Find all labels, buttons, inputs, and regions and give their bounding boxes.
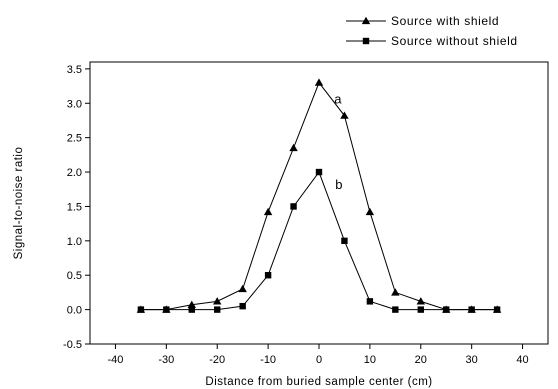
legend-entry: Source without shield: [346, 34, 518, 48]
data-point: [214, 306, 221, 313]
y-tick-label: 3.5: [67, 64, 82, 76]
x-tick-label: -40: [107, 354, 123, 366]
series-with-shield: [136, 78, 502, 313]
legend-label: Source without shield: [391, 34, 518, 48]
data-point: [187, 300, 196, 308]
legend-marker: [361, 16, 371, 25]
annotations: ab: [334, 91, 342, 192]
data-point: [391, 288, 400, 296]
data-point: [137, 306, 145, 313]
data-point: [443, 306, 450, 313]
x-tick-label: 0: [316, 354, 322, 366]
data-point: [416, 297, 425, 305]
data-point: [239, 302, 246, 310]
x-tick-label: 20: [415, 354, 427, 366]
data-point: [289, 143, 298, 152]
series-layer: [136, 78, 502, 313]
data-point: [365, 207, 375, 216]
series-line: [140, 171, 498, 311]
data-point: [468, 306, 475, 313]
y-tick-label: -0.5: [63, 339, 82, 351]
y-tick-label: 1.5: [67, 201, 82, 213]
y-tick-label: 0.5: [67, 270, 82, 282]
data-point: [340, 111, 349, 119]
data-point: [263, 207, 273, 216]
x-tick-label: -20: [209, 354, 225, 366]
legend-entry: Source with shield: [346, 14, 499, 28]
data-point: [315, 168, 323, 176]
data-point: [392, 306, 399, 313]
y-tick-label: 1.0: [67, 236, 82, 248]
annotation-b: b: [335, 177, 342, 192]
y-axis-label: Signal-to-noise ratio: [13, 147, 25, 260]
data-point: [213, 297, 222, 305]
x-tick-label: -10: [260, 354, 276, 366]
data-point: [366, 298, 374, 305]
legend-marker: [362, 37, 370, 45]
data-point: [264, 272, 272, 279]
y-axis: -0.5 0.0 0.5 1.0 1.5 2.0 2.5 3.0 3.5: [63, 64, 90, 351]
y-tick-label: 3.0: [67, 98, 82, 110]
data-point: [417, 306, 424, 313]
series-line: [140, 81, 498, 311]
x-tick-label: 10: [364, 354, 376, 366]
x-tick-label: 30: [466, 354, 478, 366]
x-axis-label: Distance from buried sample center (cm): [205, 376, 432, 388]
plot-frame: [89, 61, 549, 345]
data-point: [290, 203, 297, 210]
x-tick-label: 40: [516, 354, 528, 366]
data-point: [238, 284, 247, 293]
legend: Source with shield Source without shield: [346, 14, 518, 48]
data-point: [163, 306, 170, 313]
y-tick-label: 0.0: [67, 305, 82, 317]
data-point: [341, 237, 348, 245]
data-point: [188, 306, 195, 313]
annotation-a: a: [334, 91, 342, 106]
data-point: [314, 78, 324, 86]
x-tick-label: -30: [158, 354, 174, 366]
x-axis: -40 -30 -20 -10 0 10 20 30 40: [107, 344, 529, 366]
data-point: [493, 306, 501, 313]
y-tick-label: 2.0: [67, 167, 82, 179]
legend-label: Source with shield: [391, 14, 499, 28]
series-without-shield: [137, 168, 501, 313]
y-tick-label: 2.5: [67, 133, 82, 145]
